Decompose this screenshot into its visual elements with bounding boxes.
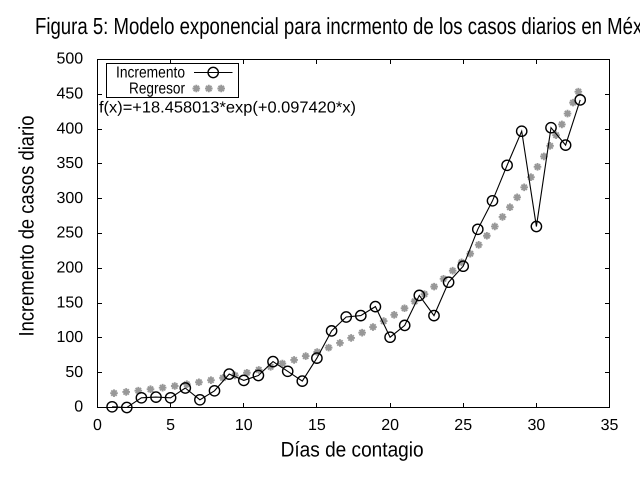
svg-text:Incremento de casos diario: Incremento de casos diario (16, 116, 39, 337)
svg-text:10: 10 (235, 417, 253, 434)
svg-text:0: 0 (93, 417, 102, 434)
svg-text:15: 15 (308, 417, 326, 434)
svg-text:Regresor: Regresor (129, 81, 186, 98)
svg-text:Incremento: Incremento (116, 65, 185, 82)
svg-text:350: 350 (56, 155, 83, 172)
svg-text:250: 250 (56, 225, 83, 242)
svg-text:Días de contagio: Días de contagio (281, 439, 424, 462)
svg-text:35: 35 (601, 417, 619, 434)
svg-text:300: 300 (56, 190, 83, 207)
svg-text:25: 25 (454, 417, 472, 434)
svg-text:150: 150 (56, 294, 83, 311)
svg-text:0: 0 (74, 399, 83, 416)
svg-text:5: 5 (166, 417, 175, 434)
svg-text:450: 450 (56, 86, 83, 103)
svg-text:100: 100 (56, 329, 83, 346)
svg-text:500: 500 (56, 51, 83, 68)
svg-text:50: 50 (65, 364, 83, 381)
svg-text:30: 30 (528, 417, 546, 434)
svg-text:400: 400 (56, 120, 83, 137)
svg-text:f(x)=+18.458013*exp(+0.097420*: f(x)=+18.458013*exp(+0.097420*x) (99, 100, 356, 117)
svg-text:200: 200 (56, 260, 83, 277)
svg-text:20: 20 (381, 417, 399, 434)
svg-text:Figura 5: Modelo exponencial p: Figura 5: Modelo exponencial para incrme… (35, 13, 640, 39)
